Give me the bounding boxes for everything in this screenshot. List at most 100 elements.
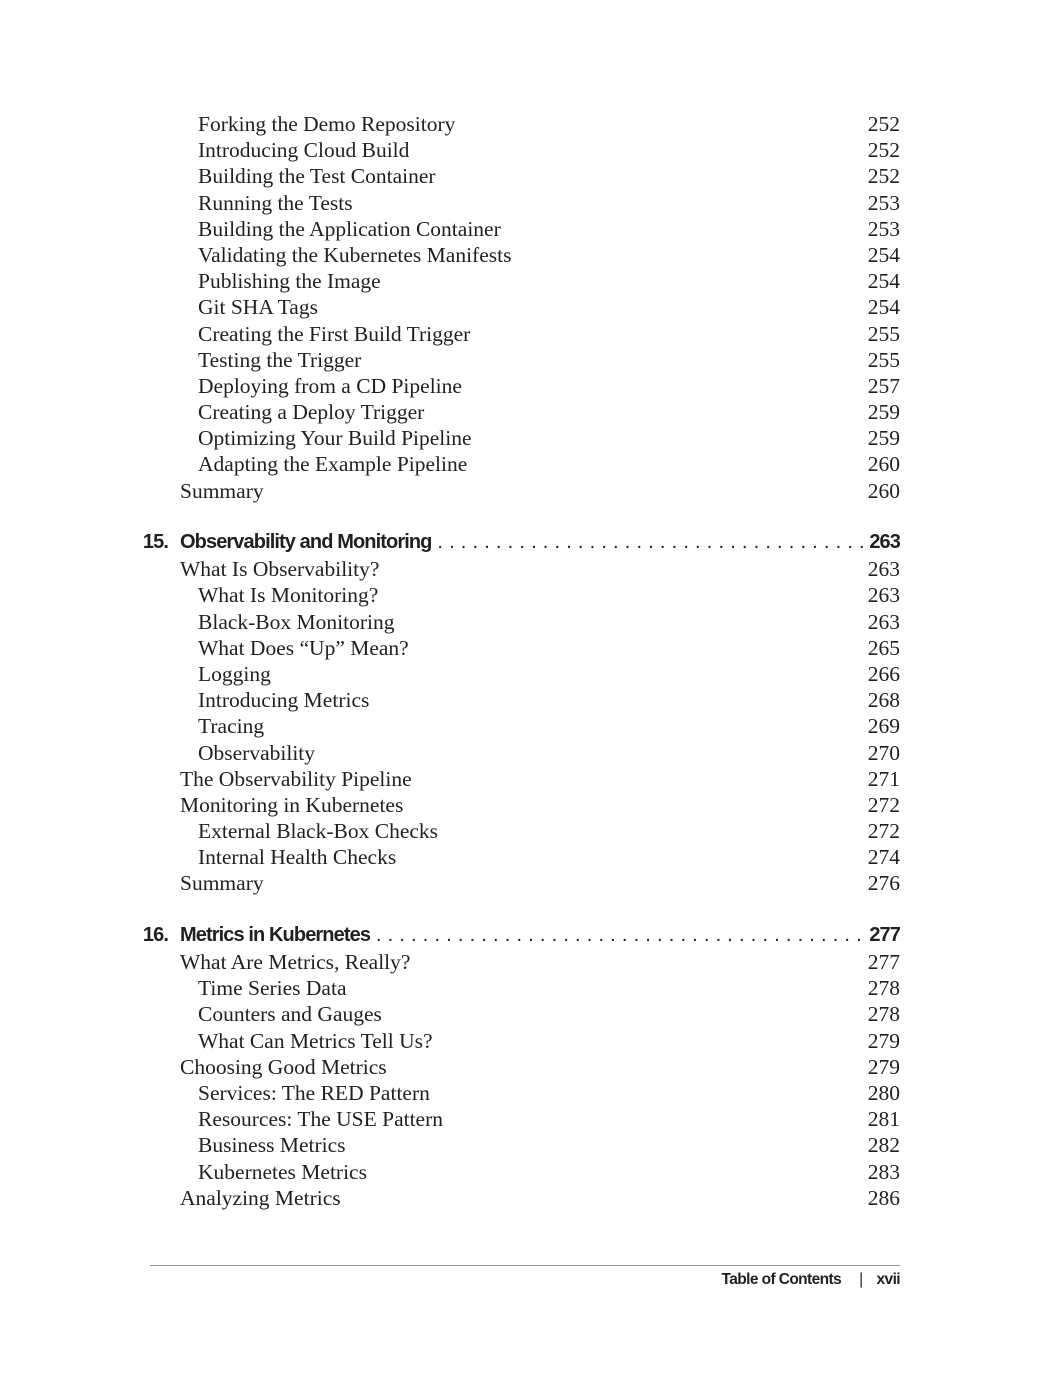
entry-title: What Can Metrics Tell Us? bbox=[198, 1028, 433, 1053]
toc-entry[interactable]: What Are Metrics, Really? 277 bbox=[0, 949, 1050, 975]
entry-title: What Is Observability? bbox=[180, 557, 380, 582]
toc-entry[interactable]: The Observability Pipeline 271 bbox=[0, 766, 1050, 792]
toc-entry[interactable]: Introducing Metrics 268 bbox=[0, 687, 1050, 713]
toc-entry[interactable]: Choosing Good Metrics 279 bbox=[0, 1054, 1050, 1080]
toc-entry[interactable]: Counters and Gauges 278 bbox=[0, 1001, 1050, 1027]
toc-entry[interactable]: Introducing Cloud Build 252 bbox=[0, 137, 1050, 163]
toc-entry[interactable]: What Can Metrics Tell Us? 279 bbox=[0, 1028, 1050, 1054]
entry-title: External Black-Box Checks bbox=[198, 819, 439, 844]
toc-entry[interactable]: Creating a Deploy Trigger 259 bbox=[0, 399, 1050, 425]
page-number: 265 bbox=[867, 635, 900, 660]
page-number: 254 bbox=[867, 242, 900, 267]
toc-entry[interactable]: Running the Tests 253 bbox=[0, 190, 1050, 216]
entry-title: Analyzing Metrics bbox=[180, 1185, 341, 1210]
toc-entry[interactable]: Git SHA Tags 254 bbox=[0, 294, 1050, 320]
entry-title: Monitoring in Kubernetes bbox=[180, 792, 404, 817]
toc-entry[interactable]: Summary 276 bbox=[0, 870, 1050, 896]
entry-title: Deploying from a CD Pipeline bbox=[198, 373, 462, 398]
entry-title: Kubernetes Metrics bbox=[198, 1159, 367, 1184]
toc-entry[interactable]: What Is Observability? 263 bbox=[0, 556, 1050, 582]
page-number: 259 bbox=[867, 426, 900, 451]
page-number: 283 bbox=[867, 1159, 900, 1184]
toc-entry[interactable]: Building the Application Container 253 bbox=[0, 216, 1050, 242]
toc-entry[interactable]: Resources: The USE Pattern 281 bbox=[0, 1106, 1050, 1132]
toc-entry[interactable]: Creating the First Build Trigger 255 bbox=[0, 321, 1050, 347]
page-number: 272 bbox=[867, 819, 900, 844]
page-number: 279 bbox=[867, 1054, 900, 1079]
page-number: 281 bbox=[867, 1107, 900, 1132]
entry-title: What Is Monitoring? bbox=[198, 583, 379, 608]
toc-entry[interactable]: Kubernetes Metrics 283 bbox=[0, 1159, 1050, 1185]
chapter-title: Metrics in Kubernetes bbox=[180, 921, 865, 949]
page-number: 254 bbox=[867, 295, 900, 320]
toc-entry[interactable]: Internal Health Checks 274 bbox=[0, 844, 1050, 870]
page-number: 266 bbox=[867, 661, 900, 686]
page-number: 278 bbox=[867, 976, 900, 1001]
toc-entry[interactable]: What Is Monitoring? 263 bbox=[0, 582, 1050, 608]
entry-title: Business Metrics bbox=[198, 1133, 346, 1158]
toc-entry[interactable]: Time Series Data 278 bbox=[0, 975, 1050, 1001]
toc-entry[interactable]: Analyzing Metrics 286 bbox=[0, 1185, 1050, 1211]
toc-entry[interactable]: Publishing the Image 254 bbox=[0, 268, 1050, 294]
toc-entry[interactable]: Deploying from a CD Pipeline 257 bbox=[0, 373, 1050, 399]
page-number: 263 bbox=[869, 531, 901, 554]
page-number: 260 bbox=[867, 452, 900, 477]
page-number: 274 bbox=[867, 845, 900, 870]
entry-title: Git SHA Tags bbox=[198, 295, 318, 320]
page-number: 263 bbox=[867, 583, 900, 608]
toc-entry[interactable]: Optimizing Your Build Pipeline 259 bbox=[0, 425, 1050, 451]
toc-entry[interactable]: Adapting the Example Pipeline 260 bbox=[0, 451, 1050, 477]
page-number: 270 bbox=[867, 740, 900, 765]
page-number: 253 bbox=[867, 190, 900, 215]
entry-title: Counters and Gauges bbox=[198, 1002, 382, 1027]
toc-entry[interactable]: External Black-Box Checks 272 bbox=[0, 818, 1050, 844]
toc-entry[interactable]: Tracing 269 bbox=[0, 713, 1050, 739]
entry-title: What Does “Up” Mean? bbox=[198, 635, 409, 660]
page-number: 263 bbox=[867, 609, 900, 634]
toc-entry[interactable]: Black-Box Monitoring 263 bbox=[0, 609, 1050, 635]
entry-title: Introducing Cloud Build bbox=[198, 138, 410, 163]
page-number: 254 bbox=[867, 269, 900, 294]
page-number: 282 bbox=[867, 1133, 900, 1158]
footer-separator: | bbox=[859, 1271, 863, 1288]
chapter-number: 16. bbox=[142, 924, 169, 947]
page-number: 263 bbox=[867, 557, 900, 582]
entry-title: Building the Application Container bbox=[198, 216, 501, 241]
page-number: 271 bbox=[867, 766, 900, 791]
page-footer: Table of Contents | xvii bbox=[721, 1271, 901, 1289]
entry-title: Creating the First Build Trigger bbox=[198, 321, 471, 346]
page-number: 268 bbox=[867, 688, 900, 713]
toc-entry[interactable]: Services: The RED Pattern 280 bbox=[0, 1080, 1050, 1106]
toc-entry[interactable]: Testing the Trigger 255 bbox=[0, 347, 1050, 373]
chapter-number: 15. bbox=[142, 531, 169, 554]
page-number: 278 bbox=[867, 1002, 900, 1027]
toc-entry[interactable]: Summary 260 bbox=[0, 478, 1050, 504]
entry-title: Forking the Demo Repository bbox=[198, 112, 456, 136]
toc-entry[interactable]: Forking the Demo Repository 252 bbox=[0, 111, 1050, 137]
toc-entry[interactable]: Building the Test Container 252 bbox=[0, 163, 1050, 189]
toc-entry[interactable]: Logging 266 bbox=[0, 661, 1050, 687]
toc-entry[interactable]: Observability 270 bbox=[0, 740, 1050, 766]
toc-chapter[interactable]: 16. Metrics in Kubernetes277 bbox=[0, 921, 1050, 949]
page-number: 252 bbox=[867, 112, 900, 136]
entry-title: Black-Box Monitoring bbox=[198, 609, 395, 634]
toc-entry[interactable]: Monitoring in Kubernetes 272 bbox=[0, 792, 1050, 818]
page-number: 272 bbox=[867, 792, 900, 817]
entry-title: Summary bbox=[180, 871, 264, 896]
footer-section: Table of Contents bbox=[721, 1271, 842, 1288]
toc-entry[interactable]: What Does “Up” Mean? 265 bbox=[0, 635, 1050, 661]
page-number: 280 bbox=[867, 1080, 900, 1105]
page-number: 279 bbox=[867, 1028, 900, 1053]
page-number: 253 bbox=[867, 216, 900, 241]
entry-title: Running the Tests bbox=[198, 190, 353, 215]
toc-entry[interactable]: Validating the Kubernetes Manifests 254 bbox=[0, 242, 1050, 268]
toc-entry[interactable]: Business Metrics 282 bbox=[0, 1132, 1050, 1158]
page-number: 277 bbox=[867, 950, 900, 975]
entry-title: Publishing the Image bbox=[198, 269, 381, 294]
entry-title: Validating the Kubernetes Manifests bbox=[198, 242, 512, 267]
entry-title: Summary bbox=[180, 478, 264, 503]
page-number: 255 bbox=[867, 347, 900, 372]
entry-title: Testing the Trigger bbox=[198, 347, 362, 372]
page-number: 277 bbox=[869, 924, 901, 947]
